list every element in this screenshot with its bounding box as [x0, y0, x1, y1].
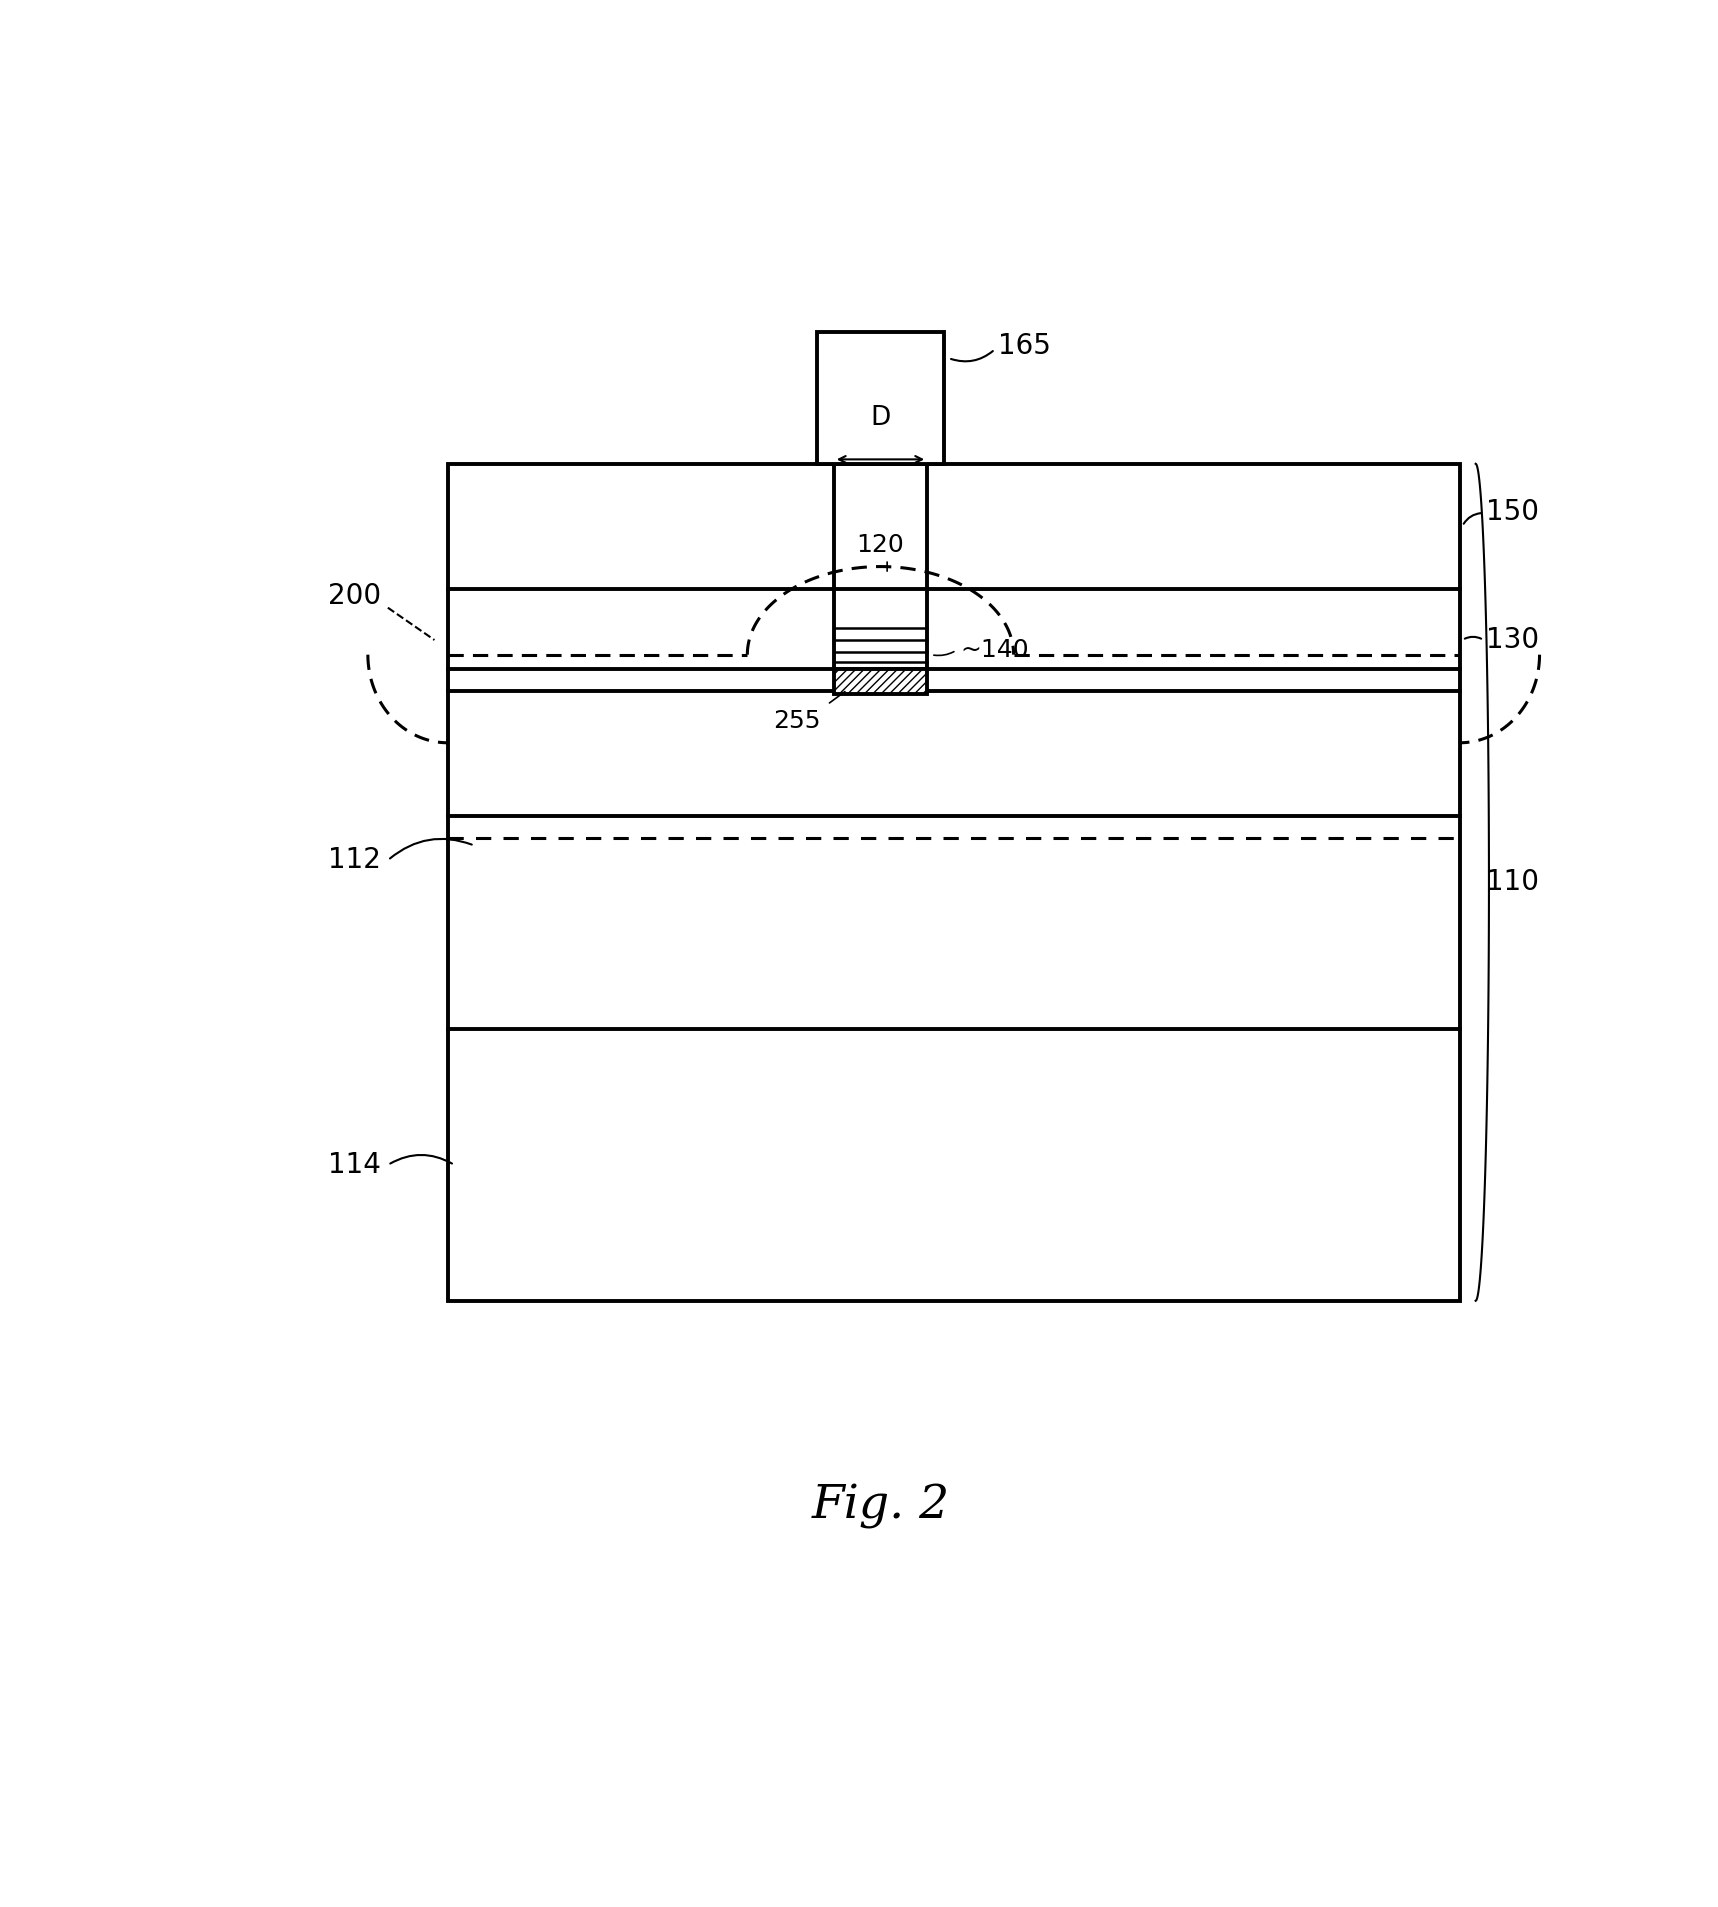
Text: Fig. 2: Fig. 2: [811, 1484, 950, 1529]
Text: 255: 255: [773, 709, 821, 732]
Bar: [833, 669, 928, 694]
Text: 130: 130: [1486, 625, 1539, 654]
Polygon shape: [816, 332, 945, 463]
Text: 165: 165: [998, 332, 1050, 360]
Text: 120: 120: [857, 532, 904, 557]
Text: ~140: ~140: [960, 639, 1029, 662]
Text: 114: 114: [328, 1152, 381, 1179]
Text: D: D: [871, 406, 890, 431]
Text: 200: 200: [328, 582, 381, 610]
Text: 110: 110: [1486, 868, 1539, 896]
Text: 112: 112: [328, 847, 381, 873]
Text: 150: 150: [1486, 498, 1539, 526]
